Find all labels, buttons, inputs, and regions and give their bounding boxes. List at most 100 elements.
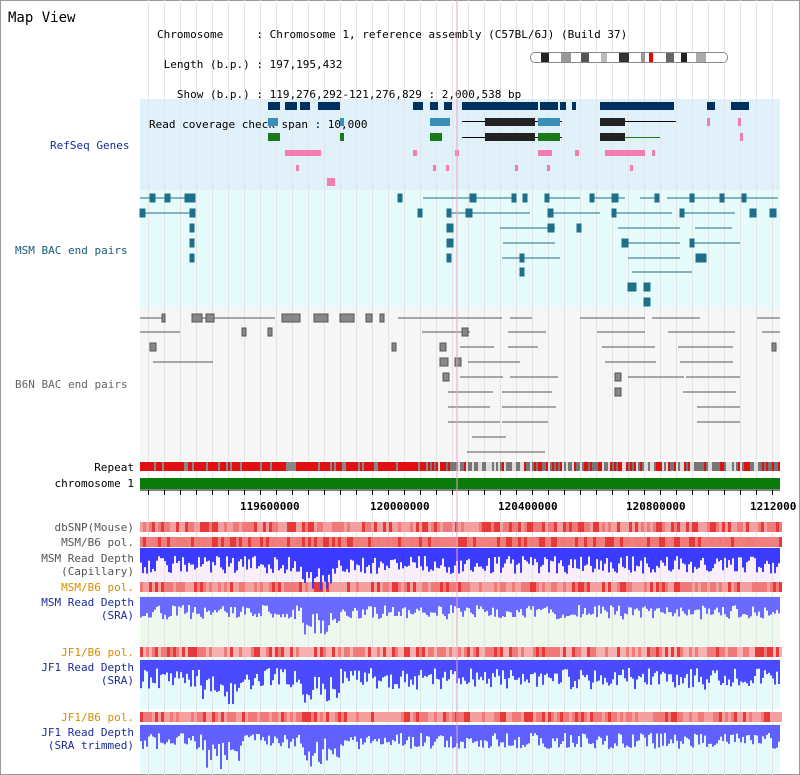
depth-bar [584, 660, 586, 678]
heat-cell [164, 522, 167, 532]
depth-bar [520, 725, 522, 749]
depth-bar [766, 725, 768, 735]
repeat-segment [620, 462, 622, 471]
depth-bar [494, 660, 496, 678]
heat-cell [593, 522, 596, 532]
repeat-segment [350, 462, 352, 471]
repeat-segment [692, 462, 694, 471]
depth-bar [480, 548, 482, 567]
heat-cell [146, 582, 149, 592]
chromosome-ideogram[interactable] [530, 52, 728, 63]
depth-bar [760, 597, 762, 618]
heat-cell [284, 647, 287, 657]
depth-bar [232, 548, 234, 558]
repeat-segment [278, 462, 280, 471]
depth-bar [254, 548, 256, 557]
track-label-jf1-b6-pol-2: JF1/B6 pol. [61, 711, 134, 724]
heat-cell [209, 647, 212, 657]
depth-bar [636, 660, 638, 680]
heat-cell [479, 647, 482, 657]
depth-bar [238, 725, 240, 761]
depth-bar [374, 548, 376, 558]
depth-bar [750, 597, 752, 617]
depth-bar [288, 597, 290, 619]
heat-cell [653, 712, 656, 722]
heat-cell [548, 582, 551, 592]
depth-bar [674, 660, 676, 688]
axis-tick [372, 490, 373, 495]
depth-bar [608, 597, 610, 619]
heat-cell [236, 647, 239, 657]
heat-cell [464, 537, 467, 547]
repeat-segment [672, 462, 674, 471]
depth-bar [334, 548, 336, 574]
depth-bar [414, 548, 416, 563]
depth-bar [708, 725, 710, 744]
repeat-segment [448, 462, 450, 471]
heat-cell [584, 537, 587, 547]
depth-bar [206, 660, 208, 681]
heat-cell [563, 582, 566, 592]
depth-bar [292, 725, 294, 739]
heat-cell [368, 582, 371, 592]
heat-cell [230, 647, 233, 657]
depth-bar [156, 725, 158, 750]
depth-bar [174, 660, 176, 678]
heat-cell [731, 712, 734, 722]
depth-bar [200, 660, 202, 686]
heat-cell [659, 522, 662, 532]
depth-bar [336, 725, 338, 757]
heat-cell [554, 712, 557, 722]
depth-bar [374, 597, 376, 608]
depth-bar [150, 725, 152, 735]
heat-cell [557, 647, 560, 657]
repeat-segment [530, 462, 532, 471]
heat-cell [611, 537, 614, 547]
depth-bar [390, 725, 392, 745]
depth-bar [660, 725, 662, 734]
heat-cell [662, 712, 665, 722]
repeat-segment [586, 462, 588, 471]
heat-cell [680, 537, 683, 547]
depth-bar [284, 725, 286, 736]
heat-cell [755, 712, 758, 722]
heat-cell [431, 537, 434, 547]
heat-cell [413, 582, 416, 592]
depth-bar [756, 725, 758, 736]
repeat-segment [654, 462, 656, 471]
info-line-3: Show (b.p.) : 119,276,292-121,276,829 : … [157, 88, 522, 101]
repeat-segment [550, 462, 552, 471]
depth-bar [244, 597, 246, 615]
depth-bar [150, 660, 152, 678]
heat-cell [686, 537, 689, 547]
depth-bar [666, 660, 668, 682]
heat-cell [671, 647, 674, 657]
depth-bar [640, 548, 642, 561]
depth-bar [242, 548, 244, 567]
depth-bar [186, 725, 188, 745]
depth-bar [184, 597, 186, 614]
repeat-segment [508, 462, 510, 471]
depth-bar [484, 660, 486, 672]
heat-cell [278, 522, 281, 532]
heat-cell [731, 522, 734, 532]
repeat-segment [256, 462, 258, 471]
heat-cell [737, 582, 740, 592]
repeat-segment [572, 462, 574, 471]
repeat-segment [340, 462, 342, 471]
depth-bar [686, 725, 688, 738]
heat-cell [368, 712, 371, 722]
repeat-segment [688, 462, 690, 471]
heat-cell [497, 582, 500, 592]
depth-bar [518, 725, 520, 737]
heat-cell [242, 522, 245, 532]
depth-bar [332, 725, 334, 755]
track-label-msm-depth-sra: MSM Read Depth [41, 596, 134, 609]
depth-bar [234, 597, 236, 608]
heat-cell [356, 522, 359, 532]
depth-bar [734, 548, 736, 572]
axis-tick [660, 490, 661, 495]
depth-bar [468, 725, 470, 740]
heat-cell [173, 712, 176, 722]
